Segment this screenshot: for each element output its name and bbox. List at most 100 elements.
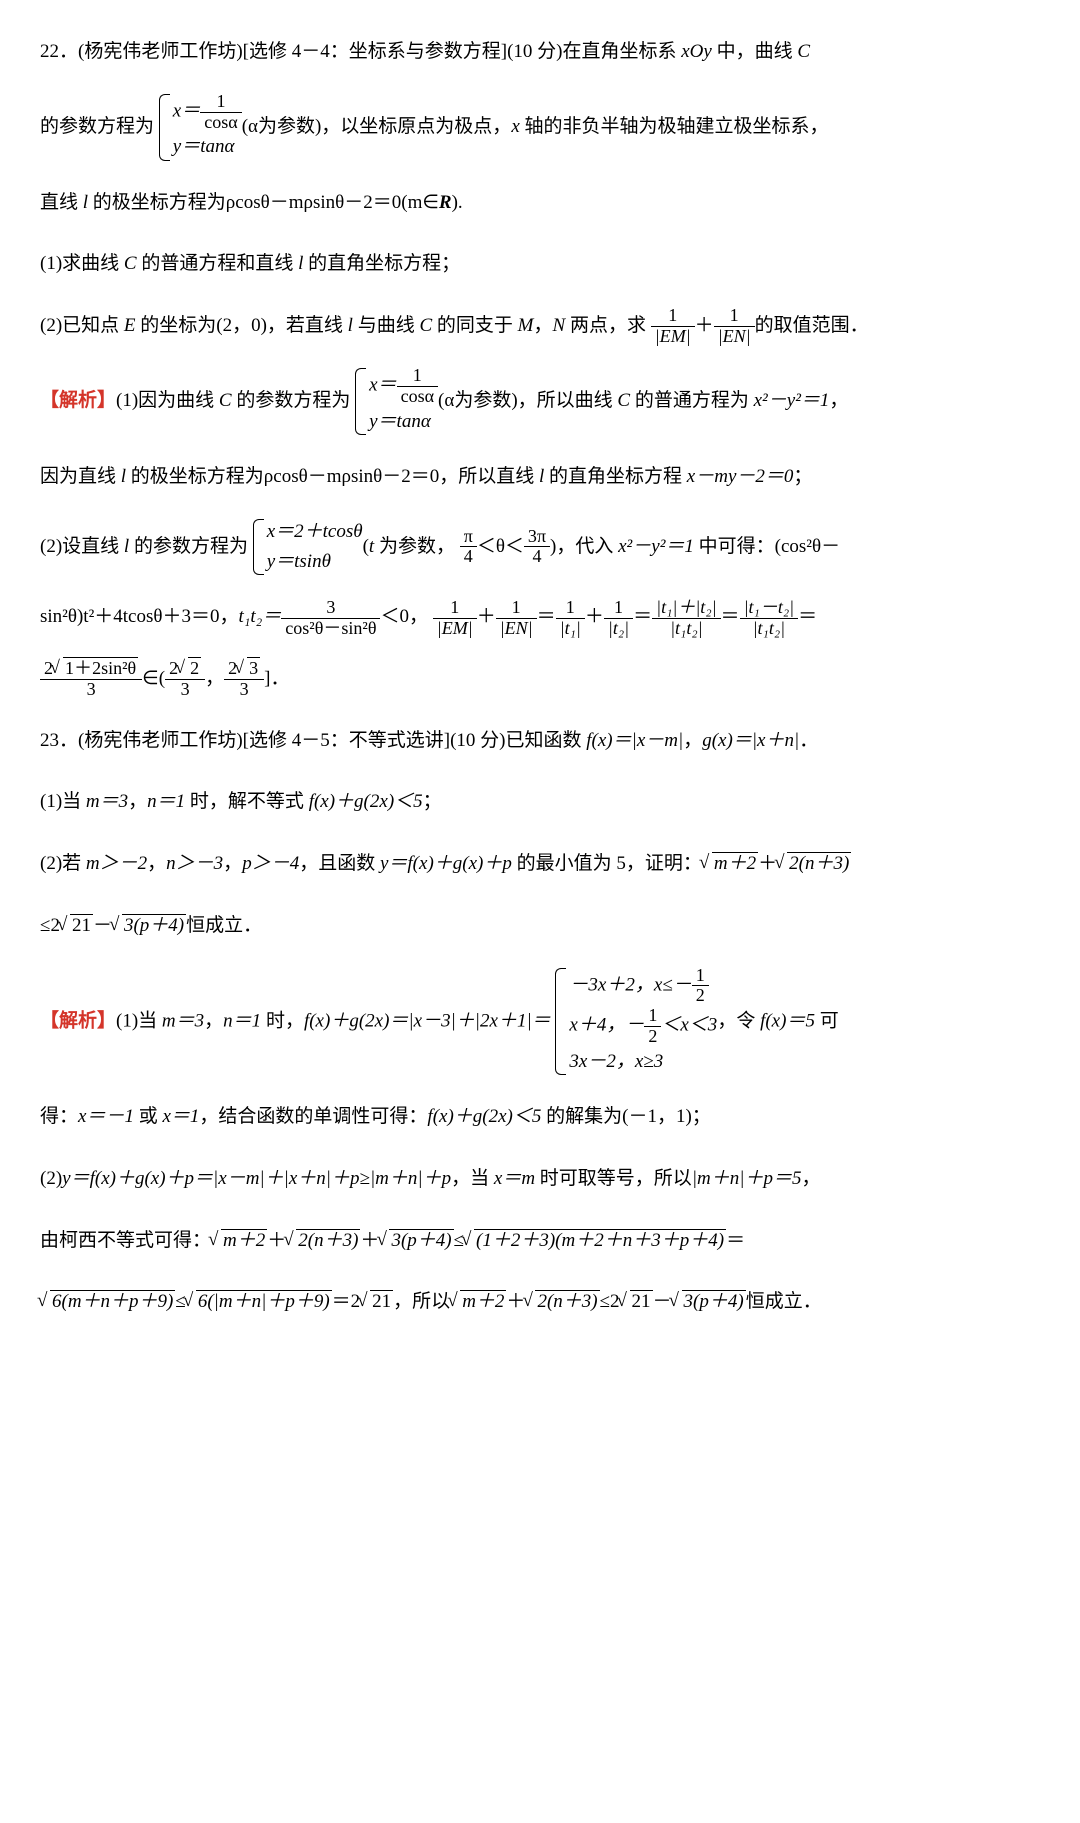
c: C xyxy=(797,41,810,62)
t: y＝tanα xyxy=(173,136,235,157)
t: 的最小值为 5，证明： xyxy=(512,853,702,874)
t: 1 xyxy=(397,366,438,387)
t: 1 xyxy=(496,598,537,619)
t: 3 xyxy=(40,680,142,700)
t: 由柯西不等式可得： xyxy=(40,1230,211,1251)
t: ＋ xyxy=(585,606,604,627)
t: f(x)＋g(2x)＝|x－3|＋|2x＋1|＝ xyxy=(304,1010,551,1031)
t: 3(p＋4) xyxy=(122,914,186,936)
case-brace: x＝1cosα y＝tanα xyxy=(355,366,438,437)
t: 21 xyxy=(70,914,93,936)
t: x＝1 xyxy=(162,1106,199,1127)
t: x²－y²＝1 xyxy=(618,535,694,556)
t: 2(n＋3) xyxy=(535,1290,599,1312)
a22-p1: 【解析】(1)因为曲线 C 的参数方程为 x＝1cosα y＝tanα (α为参… xyxy=(40,366,1040,437)
t: ， xyxy=(534,315,553,336)
a22-p3: (2)设直线 l 的参数方程为 x＝2＋tcosθ y＝tsinθ (t 为参数… xyxy=(40,517,1040,578)
t: m＋2 xyxy=(460,1290,506,1312)
t: ，结合函数的单调性可得： xyxy=(199,1106,427,1127)
t: (1)当 xyxy=(40,791,86,812)
t: 的普通方程和直线 xyxy=(137,253,299,274)
t: (1)当 xyxy=(116,1010,162,1031)
t: ). xyxy=(452,192,463,213)
case-brace: －3x＋2，x≤－12 x＋4，－12＜x＜3 3x－2，x≥3 xyxy=(555,966,717,1078)
t: |EN| xyxy=(496,619,537,639)
t: 的参数方程为 xyxy=(232,390,351,411)
t: －3x＋2，x≤－ xyxy=(569,974,691,995)
t: ＝ xyxy=(798,606,817,627)
xoy: xOy xyxy=(681,41,712,62)
t: f(x)＝|x－m| xyxy=(586,730,683,751)
t: ＋ xyxy=(695,315,714,336)
t: 的普通方程为 xyxy=(630,390,754,411)
t: y＝f(x)＋g(x)＋p xyxy=(380,853,512,874)
a23-p2: 得：x＝－1 或 x＝1，结合函数的单调性可得：f(x)＋g(2x)＜5 的解集… xyxy=(40,1095,1040,1139)
t: 3 xyxy=(224,680,264,700)
t: 的同支于 xyxy=(432,315,518,336)
t: ， xyxy=(205,668,224,689)
t: 4 xyxy=(460,547,477,567)
t: x＝ xyxy=(369,375,396,396)
a22-p5: 21＋2sin²θ3∈(223，233]． xyxy=(40,657,1040,701)
t: 1 xyxy=(433,598,477,619)
t: f(x)＝5 xyxy=(760,1010,815,1031)
t: ＝ xyxy=(633,606,652,627)
t: 3 xyxy=(281,598,380,619)
t: 2(n＋3) xyxy=(296,1229,360,1251)
t: cos²θ－sin²θ xyxy=(281,619,380,639)
t: 6(|m＋n|＋p＋9) xyxy=(196,1290,332,1312)
t: 1 xyxy=(651,306,695,327)
t: ＝2 xyxy=(332,1291,361,1312)
t: 的解集为(－1，1)； xyxy=(541,1106,710,1127)
t: 1 xyxy=(714,306,755,327)
t: (2) xyxy=(40,1168,62,1189)
t: 与曲线 xyxy=(353,315,420,336)
t: 2(n＋3) xyxy=(787,852,851,874)
t: E xyxy=(124,315,136,336)
t: 1 xyxy=(604,598,633,619)
t: 3x－2，x≥3 xyxy=(569,1047,717,1077)
t: 可 xyxy=(815,1010,839,1031)
t: ＝ xyxy=(537,606,556,627)
t: m＋2 xyxy=(712,852,758,874)
t: |m＋n|＋p＝5 xyxy=(692,1168,802,1189)
a22-p4: sin²θ)t²＋4tcosθ＋3＝0，t₁t₂＝3cos²θ－sin²θ＜0，… xyxy=(40,595,1040,639)
t: 1 xyxy=(200,92,241,113)
t: ，以坐标原点为极点， xyxy=(321,116,511,137)
t: 轴的非负半轴为极轴建立极坐标系， xyxy=(520,116,829,137)
t: ， xyxy=(223,853,242,874)
t: ＜x＜3 xyxy=(661,1015,717,1036)
t: |t₁| xyxy=(556,619,585,639)
t: 时，解不等式 xyxy=(185,791,309,812)
t: (2)已知点 xyxy=(40,315,124,336)
t: ∈( xyxy=(142,668,165,689)
t: 恒成立． xyxy=(186,915,262,936)
t: 的直角坐标方程； xyxy=(303,253,460,274)
t: |t₁t₂| xyxy=(652,619,720,639)
t: |t₁t₂| xyxy=(740,619,799,639)
t: 恒成立． xyxy=(746,1291,822,1312)
q23-p1: (1)当 m＝3，n＝1 时，解不等式 f(x)＋g(2x)＜5； xyxy=(40,780,1040,824)
t: |t₁|＋|t₂| xyxy=(652,598,720,619)
t: |EM| xyxy=(433,619,477,639)
t: sin²θ)t²＋4tcosθ＋3＝0， xyxy=(40,606,238,627)
q23-p2b: ≤221－3(p＋4)恒成立． xyxy=(40,904,1040,948)
t: 的坐标为(2，0)，若直线 xyxy=(136,315,348,336)
t: |EN| xyxy=(714,327,755,347)
t: (2)设直线 xyxy=(40,535,124,556)
q22-part2: (2)已知点 E 的坐标为(2，0)，若直线 l 与曲线 C 的同支于 M，N … xyxy=(40,304,1040,348)
t: (1)因为曲线 xyxy=(116,390,219,411)
t: 2 xyxy=(188,657,201,678)
t: x＝－1 xyxy=(78,1106,134,1127)
t: 3(p＋4) xyxy=(389,1229,453,1251)
t: ，当 xyxy=(451,1168,494,1189)
t: 直线 xyxy=(40,192,83,213)
a22-p2: 因为直线 l 的极坐标方程为ρcosθ－mρsinθ－2＝0，所以直线 l 的直… xyxy=(40,455,1040,499)
a23-p4: 由柯西不等式可得：m＋2＋2(n＋3)＋3(p＋4)≤(1＋2＋3)(m＋2＋n… xyxy=(40,1219,1040,1263)
t: ≤ xyxy=(40,915,50,936)
t: 1＋2sin²θ xyxy=(63,657,138,678)
t: 1 xyxy=(692,966,709,987)
t: 1 xyxy=(644,1006,661,1027)
q23-number: 23． xyxy=(40,730,78,751)
t: π xyxy=(460,527,477,548)
